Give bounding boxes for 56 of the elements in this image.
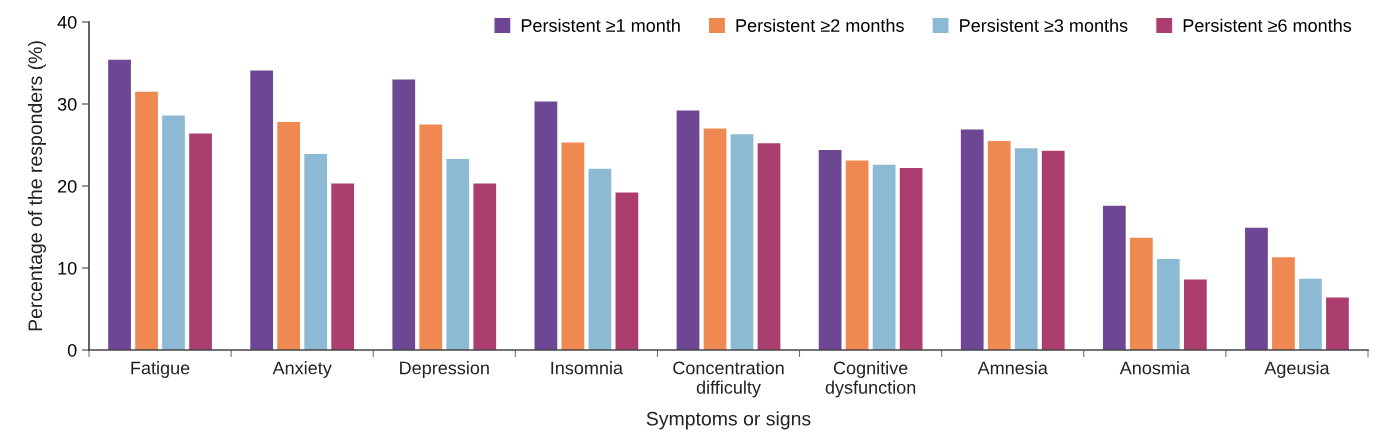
bar bbox=[1299, 278, 1322, 350]
legend-label: Persistent ≥2 months bbox=[736, 18, 904, 32]
x-tick-label: Anxiety bbox=[272, 361, 332, 378]
bar bbox=[277, 122, 301, 350]
bar bbox=[304, 154, 328, 350]
bar bbox=[1272, 257, 1295, 350]
bar bbox=[818, 149, 842, 350]
bar bbox=[135, 91, 158, 350]
x-tick-label: Insomnia bbox=[551, 361, 624, 375]
bar bbox=[250, 70, 274, 350]
bar bbox=[162, 115, 185, 350]
bar bbox=[473, 183, 497, 350]
legend-label: Persistent ≥3 months bbox=[960, 18, 1128, 32]
y-tick-label: 10 bbox=[58, 261, 77, 275]
x-axis-title: Symptoms or signs bbox=[646, 411, 811, 430]
x-tick-label: Concentration difficulty bbox=[673, 361, 784, 398]
y-tick-label: 40 bbox=[57, 15, 77, 29]
bar bbox=[960, 129, 984, 350]
bar bbox=[1245, 227, 1268, 350]
bar bbox=[534, 101, 558, 350]
bar bbox=[757, 143, 781, 350]
bar bbox=[446, 158, 470, 350]
y-tick-label: 0 bbox=[67, 343, 77, 357]
bar bbox=[1326, 297, 1349, 350]
bar bbox=[392, 79, 416, 350]
bar bbox=[1183, 279, 1207, 350]
bar bbox=[1014, 148, 1038, 350]
bar bbox=[730, 134, 754, 350]
legend-label: Persistent ≥6 months bbox=[1183, 18, 1352, 32]
bar bbox=[845, 160, 869, 350]
bar bbox=[703, 128, 727, 350]
bar bbox=[189, 133, 212, 350]
y-tick-label: 30 bbox=[57, 97, 77, 111]
y-axis-title: Percentage of the responders (%) bbox=[27, 41, 46, 331]
bar bbox=[1129, 237, 1153, 350]
bar bbox=[1102, 205, 1126, 350]
x-tick-label: Amnesia bbox=[977, 361, 1048, 375]
y-tick-label: 20 bbox=[58, 179, 77, 193]
bar bbox=[987, 140, 1011, 350]
bar bbox=[615, 192, 639, 350]
bar bbox=[331, 183, 355, 350]
bar bbox=[108, 59, 131, 350]
bar bbox=[419, 124, 443, 350]
x-tick-label: Anosmia bbox=[1119, 361, 1190, 375]
x-tick-label: Cognitive dysfunction bbox=[825, 361, 916, 398]
x-tick-label: Ageusia bbox=[1264, 361, 1330, 378]
x-tick-label: Fatigue bbox=[131, 361, 190, 378]
bar bbox=[899, 167, 923, 350]
bar bbox=[588, 168, 612, 350]
bar bbox=[1156, 258, 1180, 350]
bar bbox=[676, 110, 700, 350]
bar bbox=[872, 164, 896, 350]
bar bbox=[561, 142, 585, 350]
bar bbox=[1041, 150, 1065, 350]
legend-label: Persistent ≥1 month bbox=[521, 18, 680, 32]
x-tick-label: Depression bbox=[400, 361, 489, 378]
